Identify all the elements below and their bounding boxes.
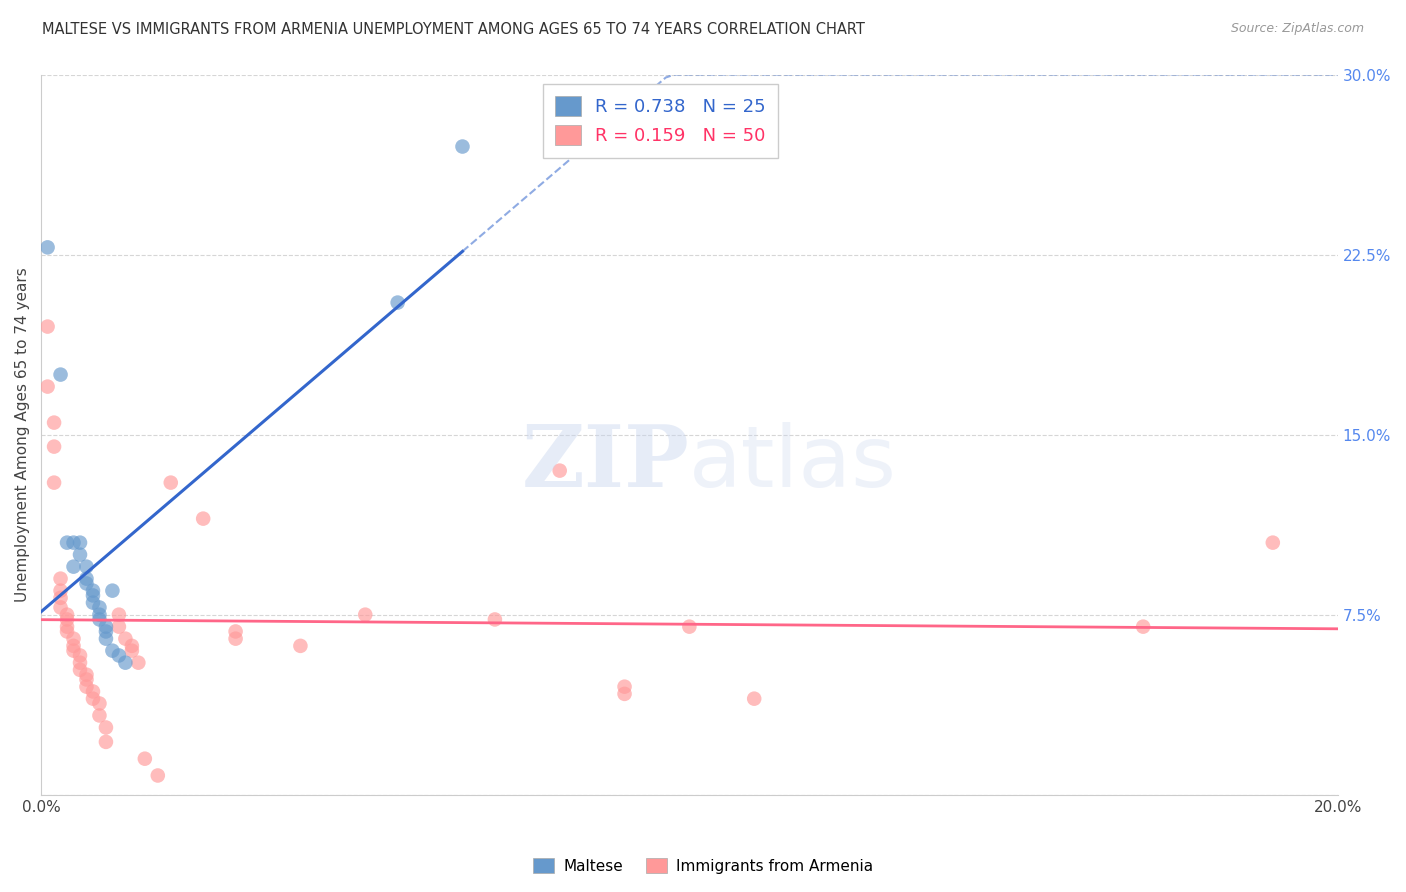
Point: [37, 240, 59, 254]
Point: [89, 697, 111, 711]
Point: [49, 600, 72, 615]
Point: [49, 591, 72, 605]
Point: [56, 612, 79, 626]
Point: [62, 535, 84, 549]
Point: [108, 607, 131, 622]
Point: [613, 680, 636, 694]
Point: [159, 475, 181, 490]
Point: [89, 708, 111, 723]
Point: [387, 295, 409, 310]
Text: MALTESE VS IMMIGRANTS FROM ARMENIA UNEMPLOYMENT AMONG AGES 65 TO 74 YEARS CORREL: MALTESE VS IMMIGRANTS FROM ARMENIA UNEMP…: [42, 22, 865, 37]
Point: [89, 612, 111, 626]
Point: [121, 639, 143, 653]
Point: [82, 583, 104, 598]
Legend: R = 0.738   N = 25, R = 0.159   N = 50: R = 0.738 N = 25, R = 0.159 N = 50: [543, 84, 779, 158]
Point: [37, 379, 59, 393]
Point: [37, 319, 59, 334]
Point: [290, 639, 312, 653]
Text: atlas: atlas: [689, 422, 897, 505]
Point: [678, 620, 700, 634]
Point: [354, 607, 377, 622]
Point: [225, 624, 247, 639]
Point: [225, 632, 247, 646]
Point: [1261, 535, 1284, 549]
Point: [127, 656, 149, 670]
Point: [49, 368, 72, 382]
Point: [82, 684, 104, 698]
Point: [76, 673, 98, 687]
Point: [69, 648, 91, 663]
Point: [548, 464, 571, 478]
Point: [94, 721, 117, 735]
Point: [69, 663, 91, 677]
Point: [1132, 620, 1154, 634]
Point: [613, 687, 636, 701]
Point: [89, 607, 111, 622]
Point: [484, 612, 506, 626]
Point: [134, 752, 156, 766]
Point: [49, 583, 72, 598]
Point: [62, 632, 84, 646]
Point: [193, 511, 215, 525]
Point: [101, 643, 124, 657]
Point: [114, 656, 136, 670]
Point: [76, 576, 98, 591]
Point: [62, 559, 84, 574]
Point: [62, 639, 84, 653]
Point: [101, 583, 124, 598]
Point: [69, 656, 91, 670]
Point: [121, 643, 143, 657]
Point: [69, 535, 91, 549]
Point: [94, 624, 117, 639]
Text: ZIP: ZIP: [522, 421, 689, 506]
Point: [82, 596, 104, 610]
Point: [69, 548, 91, 562]
Point: [56, 607, 79, 622]
Point: [42, 440, 65, 454]
Point: [94, 632, 117, 646]
Point: [62, 643, 84, 657]
Point: [114, 632, 136, 646]
Point: [82, 691, 104, 706]
Point: [56, 620, 79, 634]
Text: Source: ZipAtlas.com: Source: ZipAtlas.com: [1230, 22, 1364, 36]
Point: [94, 735, 117, 749]
Point: [146, 768, 169, 782]
Point: [451, 139, 474, 153]
Point: [89, 600, 111, 615]
Point: [56, 535, 79, 549]
Point: [82, 589, 104, 603]
Point: [76, 559, 98, 574]
Point: [94, 620, 117, 634]
Point: [56, 624, 79, 639]
Point: [76, 667, 98, 681]
Legend: Maltese, Immigrants from Armenia: Maltese, Immigrants from Armenia: [526, 852, 880, 880]
Point: [108, 648, 131, 663]
Point: [76, 680, 98, 694]
Point: [49, 572, 72, 586]
Point: [108, 620, 131, 634]
Y-axis label: Unemployment Among Ages 65 to 74 years: Unemployment Among Ages 65 to 74 years: [15, 268, 30, 602]
Point: [42, 475, 65, 490]
Point: [76, 572, 98, 586]
Point: [742, 691, 765, 706]
Point: [42, 416, 65, 430]
